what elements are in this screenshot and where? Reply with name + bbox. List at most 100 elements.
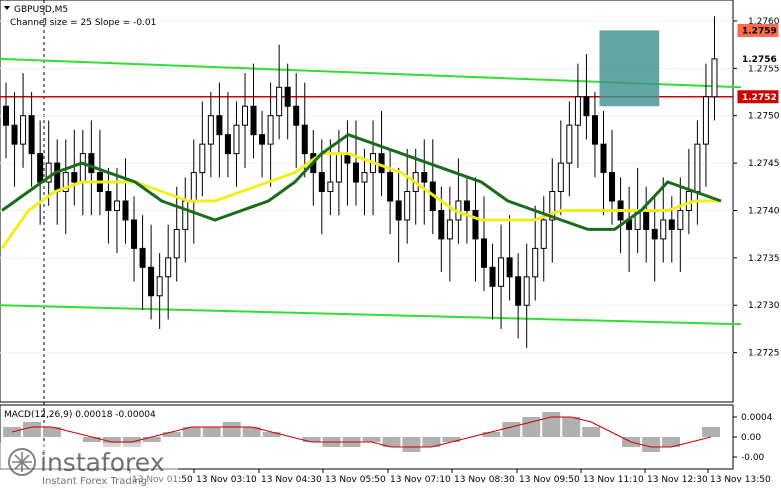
candle-body <box>438 209 445 240</box>
candle-body <box>62 172 69 193</box>
price-tick-label: 1.2745 <box>748 159 780 169</box>
candle-body <box>173 228 180 259</box>
time-tick-label: 13 Nov 03:10 <box>196 475 257 485</box>
candle-body <box>378 153 385 174</box>
candle-body <box>506 257 513 278</box>
ma-fast-line <box>1 133 722 231</box>
candle-body <box>472 209 479 240</box>
macd-signal-line <box>11 416 712 448</box>
candle-body <box>600 143 607 174</box>
candle-body <box>233 124 240 155</box>
candle-body <box>284 86 291 107</box>
candle-body <box>446 219 453 240</box>
candle-body <box>515 276 522 306</box>
time-tick-label: 13 Nov 09:50 <box>519 475 580 485</box>
macd-tick-label: 0.0004 <box>741 413 773 423</box>
time-tick-label: 13 Nov 11:10 <box>583 475 644 485</box>
candle-body <box>574 96 581 126</box>
candle-body <box>387 172 394 202</box>
candle-body <box>335 153 342 183</box>
candle-body <box>481 238 487 268</box>
brand-tagline: Instant Forex Trading <box>42 476 147 487</box>
time-tick-label: 13 Nov 01:50 <box>132 475 193 485</box>
candle-body <box>199 143 206 174</box>
candle-body <box>591 115 598 145</box>
level-price-tag: 1.2752 <box>742 93 777 103</box>
candle-body <box>37 153 44 183</box>
candle-body <box>71 172 78 183</box>
moving-averages <box>0 133 722 250</box>
macd-indicator <box>3 412 721 452</box>
candle-body <box>609 172 616 202</box>
macd-label: MACD(12,26,9) 0.00018 -0.00004 <box>4 410 156 420</box>
candle-body <box>352 162 359 183</box>
time-tick-label: 13 Nov 08:30 <box>454 475 515 485</box>
level-price-tag-bg <box>737 90 779 104</box>
macd-axis: 0.0004 0.00 -0.00 <box>733 413 773 463</box>
time-tick-label: 13 Nov 07:10 <box>390 475 451 485</box>
candle-body <box>549 191 556 221</box>
price-tick-label: 1.2735 <box>748 254 780 264</box>
time-tick-label: 13 Nov 12:30 <box>647 475 708 485</box>
candle-body <box>131 219 138 249</box>
highlight-box-rect <box>599 30 660 107</box>
candle-body <box>301 124 308 155</box>
candles <box>3 16 718 348</box>
time-tick-label: 13 Nov 13:50 <box>710 475 771 485</box>
candle-body <box>259 134 266 145</box>
candle-body <box>361 172 368 183</box>
candle-body <box>318 172 325 193</box>
candle-body <box>293 105 300 126</box>
price-tick-label: 1.2750 <box>748 112 780 122</box>
candle-body <box>88 153 95 174</box>
price-tick-label: 1.2725 <box>748 349 780 359</box>
candle-body <box>668 219 675 230</box>
candle-body <box>276 86 283 117</box>
brand-watermark: instaforex Instant Forex Trading <box>0 443 178 489</box>
candle-body <box>702 96 709 145</box>
top-price-tag: 1.2759 <box>742 26 777 36</box>
candle-body <box>327 181 334 193</box>
price-axis: 1.2760 1.2755 1.2750 1.2745 1.2740 1.2735 1.27… <box>733 17 780 359</box>
candle-body <box>182 200 189 230</box>
candle-body <box>498 257 505 287</box>
candle-body <box>148 266 155 297</box>
time-tick-label: 13 Nov 05:50 <box>325 475 386 485</box>
candle-body <box>122 200 129 221</box>
candle-body <box>532 247 539 278</box>
candle-body <box>540 219 547 249</box>
candle-body <box>489 266 496 287</box>
candle-body <box>139 247 146 268</box>
candle-body <box>224 134 231 155</box>
candle-body <box>250 105 257 136</box>
candle-body <box>45 162 52 183</box>
candle-body <box>694 143 701 193</box>
candle-body <box>207 115 214 145</box>
candle-body <box>557 162 564 193</box>
candle-body <box>11 124 18 145</box>
price-tags: 1.2759 1.2756 1.2752 <box>737 23 779 104</box>
collapse-triangle-icon[interactable] <box>4 6 10 10</box>
candle-body <box>711 58 718 98</box>
candle-body <box>20 115 27 145</box>
candle-body <box>190 172 197 202</box>
candle-body <box>105 191 112 211</box>
time-tick-label: 13 Nov 04:30 <box>261 475 322 485</box>
macd-tick-label: -0.00 <box>741 453 765 463</box>
candle-body <box>79 153 86 183</box>
candle-body <box>267 115 274 145</box>
candle-body <box>216 115 223 136</box>
candle-body <box>156 276 163 297</box>
candle-body <box>54 162 61 193</box>
candle-body <box>421 172 428 183</box>
candle-body <box>165 257 172 278</box>
channel-lower-line <box>0 304 742 326</box>
macd-tick-label: 0.00 <box>741 433 761 443</box>
candle-body <box>523 276 530 306</box>
ma-slow-line <box>0 152 721 250</box>
candle-body <box>404 191 411 221</box>
highlight-box <box>599 30 660 107</box>
